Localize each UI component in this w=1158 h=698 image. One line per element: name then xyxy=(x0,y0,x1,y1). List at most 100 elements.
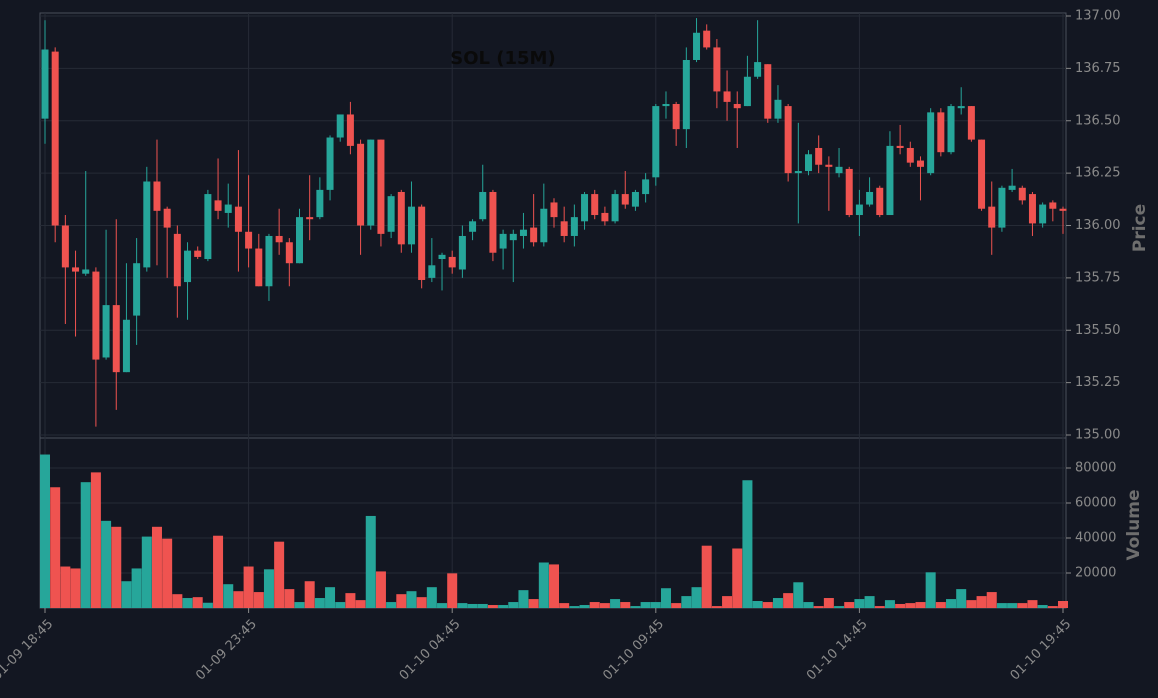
volume-bar xyxy=(579,605,590,608)
volume-bar xyxy=(325,587,336,608)
candle-body xyxy=(978,139,986,209)
candle-body xyxy=(540,208,548,243)
candle-body xyxy=(754,62,762,77)
candle-body xyxy=(652,106,660,178)
x-tick-label: 01-10 19:45 xyxy=(1008,617,1075,684)
grid xyxy=(40,13,1066,608)
volume-bar xyxy=(772,598,783,608)
candle-body xyxy=(621,194,629,205)
y-tick-label: 60000 xyxy=(1075,496,1116,511)
x-tick-label: 01-10 09:45 xyxy=(600,617,667,684)
candle-body xyxy=(255,248,263,287)
candle-body xyxy=(927,112,935,174)
volume-bar xyxy=(854,599,865,608)
volume-bar xyxy=(1007,603,1018,608)
volume-bar xyxy=(192,597,203,608)
volume-bar xyxy=(976,596,987,608)
candle-body xyxy=(184,250,192,283)
volume-bar xyxy=(935,602,946,608)
x-tick-label: 01-09 18:45 xyxy=(0,617,56,684)
candle-body xyxy=(296,217,303,264)
y-tick-label: 135.75 xyxy=(1075,270,1121,285)
candle-body xyxy=(234,206,242,232)
volume-bar xyxy=(487,605,498,608)
volume-bar xyxy=(233,591,244,608)
candle-body xyxy=(825,164,833,167)
y-tick-label: 40000 xyxy=(1075,531,1116,546)
y-tick-label: 137.00 xyxy=(1075,9,1121,24)
volume-bar xyxy=(447,573,458,608)
volume-bar xyxy=(630,606,641,608)
volume-bar xyxy=(691,587,702,608)
volume-bar xyxy=(518,590,529,608)
candle-body xyxy=(61,225,69,268)
volume-bar xyxy=(803,602,814,608)
volume-bar xyxy=(172,594,183,608)
volume-bar xyxy=(925,572,936,608)
candle-body xyxy=(163,208,171,228)
candle-body xyxy=(662,103,670,107)
candle-body xyxy=(937,112,945,153)
volume-bar xyxy=(223,584,234,608)
marks xyxy=(40,18,1068,608)
y-tick-label: 136.75 xyxy=(1075,61,1121,76)
candle-body xyxy=(245,231,253,249)
candle-body xyxy=(397,191,405,245)
price-axis-label: Price xyxy=(1130,204,1150,252)
volume-bar xyxy=(722,596,733,608)
volume-bar xyxy=(711,606,722,608)
volume-bar xyxy=(111,526,122,608)
x-tick-label: 01-10 04:45 xyxy=(397,617,464,684)
y-tick-label: 136.25 xyxy=(1075,166,1121,181)
volume-bar xyxy=(905,603,916,608)
candle-body xyxy=(784,106,792,174)
candle-body xyxy=(122,319,130,373)
candle-body xyxy=(214,200,222,211)
volume-bar xyxy=(406,591,417,608)
volume-bar xyxy=(335,602,346,608)
volume-bar xyxy=(345,593,356,608)
candle-body xyxy=(438,254,446,260)
y-tick-label: 135.50 xyxy=(1075,323,1121,338)
volume-bar xyxy=(650,602,661,608)
volume-bar xyxy=(1017,603,1028,608)
volume-bar xyxy=(895,603,906,608)
candle-body xyxy=(479,191,487,220)
volume-bar xyxy=(1037,605,1048,608)
volume-bar xyxy=(660,588,671,608)
y-tick-label: 80000 xyxy=(1075,461,1116,476)
candle-body xyxy=(998,187,1006,228)
candle-body xyxy=(866,191,874,205)
candle-body xyxy=(407,206,415,245)
candle-body xyxy=(591,194,599,216)
candle-body xyxy=(672,103,680,130)
candle-body xyxy=(682,59,690,130)
candle-body xyxy=(133,263,141,316)
x-tick-label: 01-10 14:45 xyxy=(804,617,871,684)
candle-body xyxy=(204,194,212,260)
candle-body xyxy=(1039,204,1047,224)
volume-bar xyxy=(640,602,651,608)
candle-body xyxy=(275,235,283,243)
candle-body xyxy=(387,196,395,232)
volume-bar xyxy=(610,599,621,608)
candle-body xyxy=(581,194,589,222)
volume-bar xyxy=(538,562,549,608)
volume-bar xyxy=(874,606,885,608)
volume-bar xyxy=(946,599,957,608)
candle-body xyxy=(285,242,293,264)
volume-bar xyxy=(263,569,274,608)
volume-bar xyxy=(508,602,519,608)
volume-bar xyxy=(162,538,173,608)
volume-axis-label: Volume xyxy=(1124,489,1144,560)
volume-bar xyxy=(294,602,305,608)
volume-bar xyxy=(396,594,407,608)
volume-bar xyxy=(80,482,91,608)
volume-bar xyxy=(141,536,152,608)
candle-body xyxy=(194,250,202,257)
volume-bar xyxy=(884,600,895,608)
candle-body xyxy=(1049,202,1057,209)
candle-body xyxy=(876,187,884,216)
candle-body xyxy=(102,305,110,358)
